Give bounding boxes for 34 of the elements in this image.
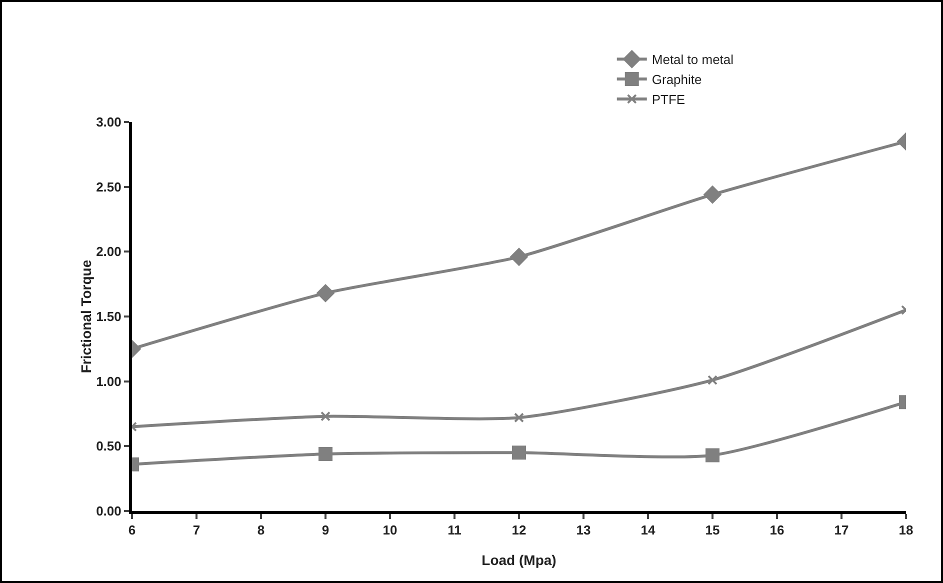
x-axis-title: Load (Mpa) [482, 552, 556, 568]
point [510, 248, 528, 266]
y-tick-label: 0.50 [96, 438, 122, 454]
x-tick-label: 9 [322, 522, 330, 538]
x-tick-label: 17 [834, 522, 849, 538]
point [704, 186, 722, 204]
x-tick-label: 8 [257, 522, 265, 538]
point [514, 412, 524, 423]
point [318, 446, 332, 461]
x-tick-label: 7 [192, 522, 200, 538]
x-tick-label: 18 [898, 522, 914, 538]
legend-label: Graphite [652, 72, 702, 88]
x-tick-label: 11 [448, 522, 462, 538]
x-tick-label: 16 [770, 522, 784, 538]
y-axis-title: Frictional Torque [78, 260, 94, 374]
legend-label: PTFE [652, 92, 686, 108]
x-tick-label: 14 [640, 522, 656, 538]
legend-label: Metal to metal [652, 52, 734, 68]
point [512, 446, 526, 460]
point [316, 284, 334, 302]
x-tick-label: 10 [382, 522, 398, 538]
y-tick-label: 2.00 [96, 244, 122, 260]
y-tick-label: 3.00 [96, 114, 122, 130]
x-tick-label: 15 [705, 522, 720, 538]
x-tick-label: 6 [128, 522, 136, 538]
y-tick-label: 2.50 [96, 179, 122, 194]
point [320, 411, 330, 422]
y-tick-label: 0.00 [96, 504, 122, 519]
x-tick-label: 13 [576, 522, 591, 538]
x-tick-label: 12 [512, 522, 526, 538]
y-tick-label: 1.50 [96, 309, 122, 324]
y-tick-label: 1.00 [96, 374, 122, 389]
point [706, 448, 720, 462]
point [708, 375, 718, 386]
